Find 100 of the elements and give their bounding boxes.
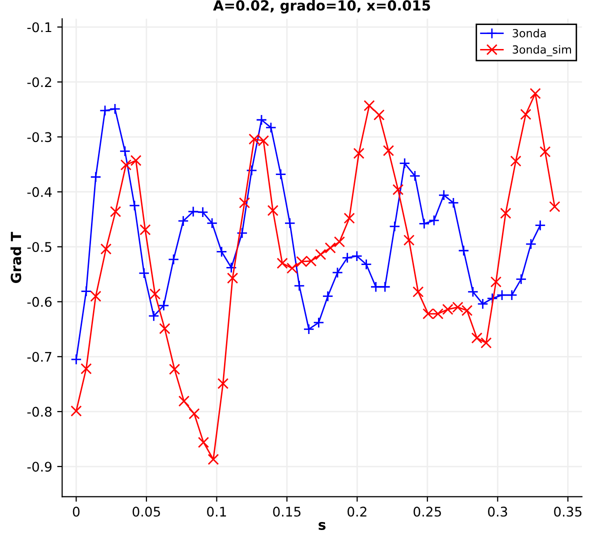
point <box>149 288 161 300</box>
point <box>178 215 189 227</box>
point <box>188 206 199 218</box>
point <box>486 292 498 304</box>
x-tick-label: 0.3 <box>488 506 508 517</box>
point <box>332 267 344 278</box>
point <box>275 168 286 180</box>
y-tick-label: -0.1 <box>27 22 52 32</box>
point <box>549 201 560 212</box>
point <box>403 234 415 246</box>
point <box>227 272 238 284</box>
point <box>428 214 440 226</box>
point <box>256 114 268 126</box>
point <box>324 242 336 254</box>
point <box>382 145 394 156</box>
point <box>178 396 190 407</box>
point <box>265 122 276 134</box>
point <box>267 204 278 216</box>
point <box>90 290 102 302</box>
point <box>490 276 502 288</box>
point <box>109 103 121 114</box>
point <box>520 108 532 120</box>
x-tick-label: 0 <box>72 506 80 517</box>
point <box>471 332 482 344</box>
point <box>510 156 522 167</box>
point <box>99 104 111 116</box>
y-tick-label: -0.6 <box>27 296 52 307</box>
point <box>206 218 218 229</box>
point <box>496 290 508 301</box>
point <box>70 354 82 365</box>
point <box>148 310 160 322</box>
point <box>286 262 298 274</box>
point <box>138 268 150 279</box>
point <box>168 364 180 375</box>
y-tick-label: -0.7 <box>27 352 52 362</box>
point <box>294 280 305 292</box>
point <box>344 212 355 224</box>
legend-label: 3onda_sim <box>512 45 571 56</box>
y-axis-title: Grad T <box>10 232 22 284</box>
point <box>216 246 228 258</box>
point <box>448 197 459 208</box>
point <box>409 170 420 182</box>
x-tick-label: 0.35 <box>554 506 582 517</box>
point <box>128 200 140 212</box>
x-tick-label: 0.15 <box>273 506 300 517</box>
point <box>100 243 112 255</box>
point <box>197 206 208 218</box>
point <box>389 220 400 232</box>
point <box>120 159 132 170</box>
point <box>516 274 527 285</box>
point <box>168 254 180 265</box>
point <box>70 405 82 417</box>
point <box>303 324 314 335</box>
point <box>353 148 364 159</box>
point <box>80 286 92 297</box>
point <box>438 190 450 201</box>
x-tick-label: 0.25 <box>414 506 441 517</box>
point <box>374 109 385 120</box>
point <box>412 286 424 298</box>
point <box>198 436 210 448</box>
point <box>217 378 229 390</box>
point <box>530 88 541 100</box>
point <box>480 337 492 348</box>
point <box>458 245 470 256</box>
point <box>90 171 102 183</box>
point <box>525 238 536 250</box>
point <box>364 100 375 112</box>
point <box>119 146 131 157</box>
point <box>540 146 551 158</box>
point <box>313 317 324 328</box>
x-axis-title: s <box>318 522 326 530</box>
y-tick-label: -0.9 <box>27 462 52 472</box>
x-tick-label: 0.05 <box>132 506 160 517</box>
point <box>130 154 142 166</box>
y-tick-label: -0.8 <box>27 406 52 417</box>
y-tick-label: -0.2 <box>27 77 52 88</box>
y-tick-label: -0.3 <box>27 132 52 142</box>
point <box>322 290 334 302</box>
point <box>284 218 296 229</box>
point <box>342 252 353 264</box>
point <box>351 250 362 262</box>
point <box>80 363 92 374</box>
legend-label: 3onda <box>512 28 546 38</box>
point <box>534 220 546 231</box>
point <box>159 323 170 334</box>
point <box>208 454 219 465</box>
point <box>276 258 288 269</box>
y-tick-label: -0.5 <box>27 242 52 252</box>
point <box>140 224 151 236</box>
chart-title: A=0.02, grado=10, x=0.015 <box>213 0 430 14</box>
point <box>506 290 518 301</box>
x-tick-label: 0.2 <box>348 506 366 517</box>
point <box>188 408 200 420</box>
point <box>370 281 382 292</box>
point <box>246 164 258 176</box>
point <box>477 298 488 310</box>
point <box>238 197 250 208</box>
point <box>110 206 122 218</box>
point <box>418 218 430 230</box>
point <box>500 208 512 219</box>
